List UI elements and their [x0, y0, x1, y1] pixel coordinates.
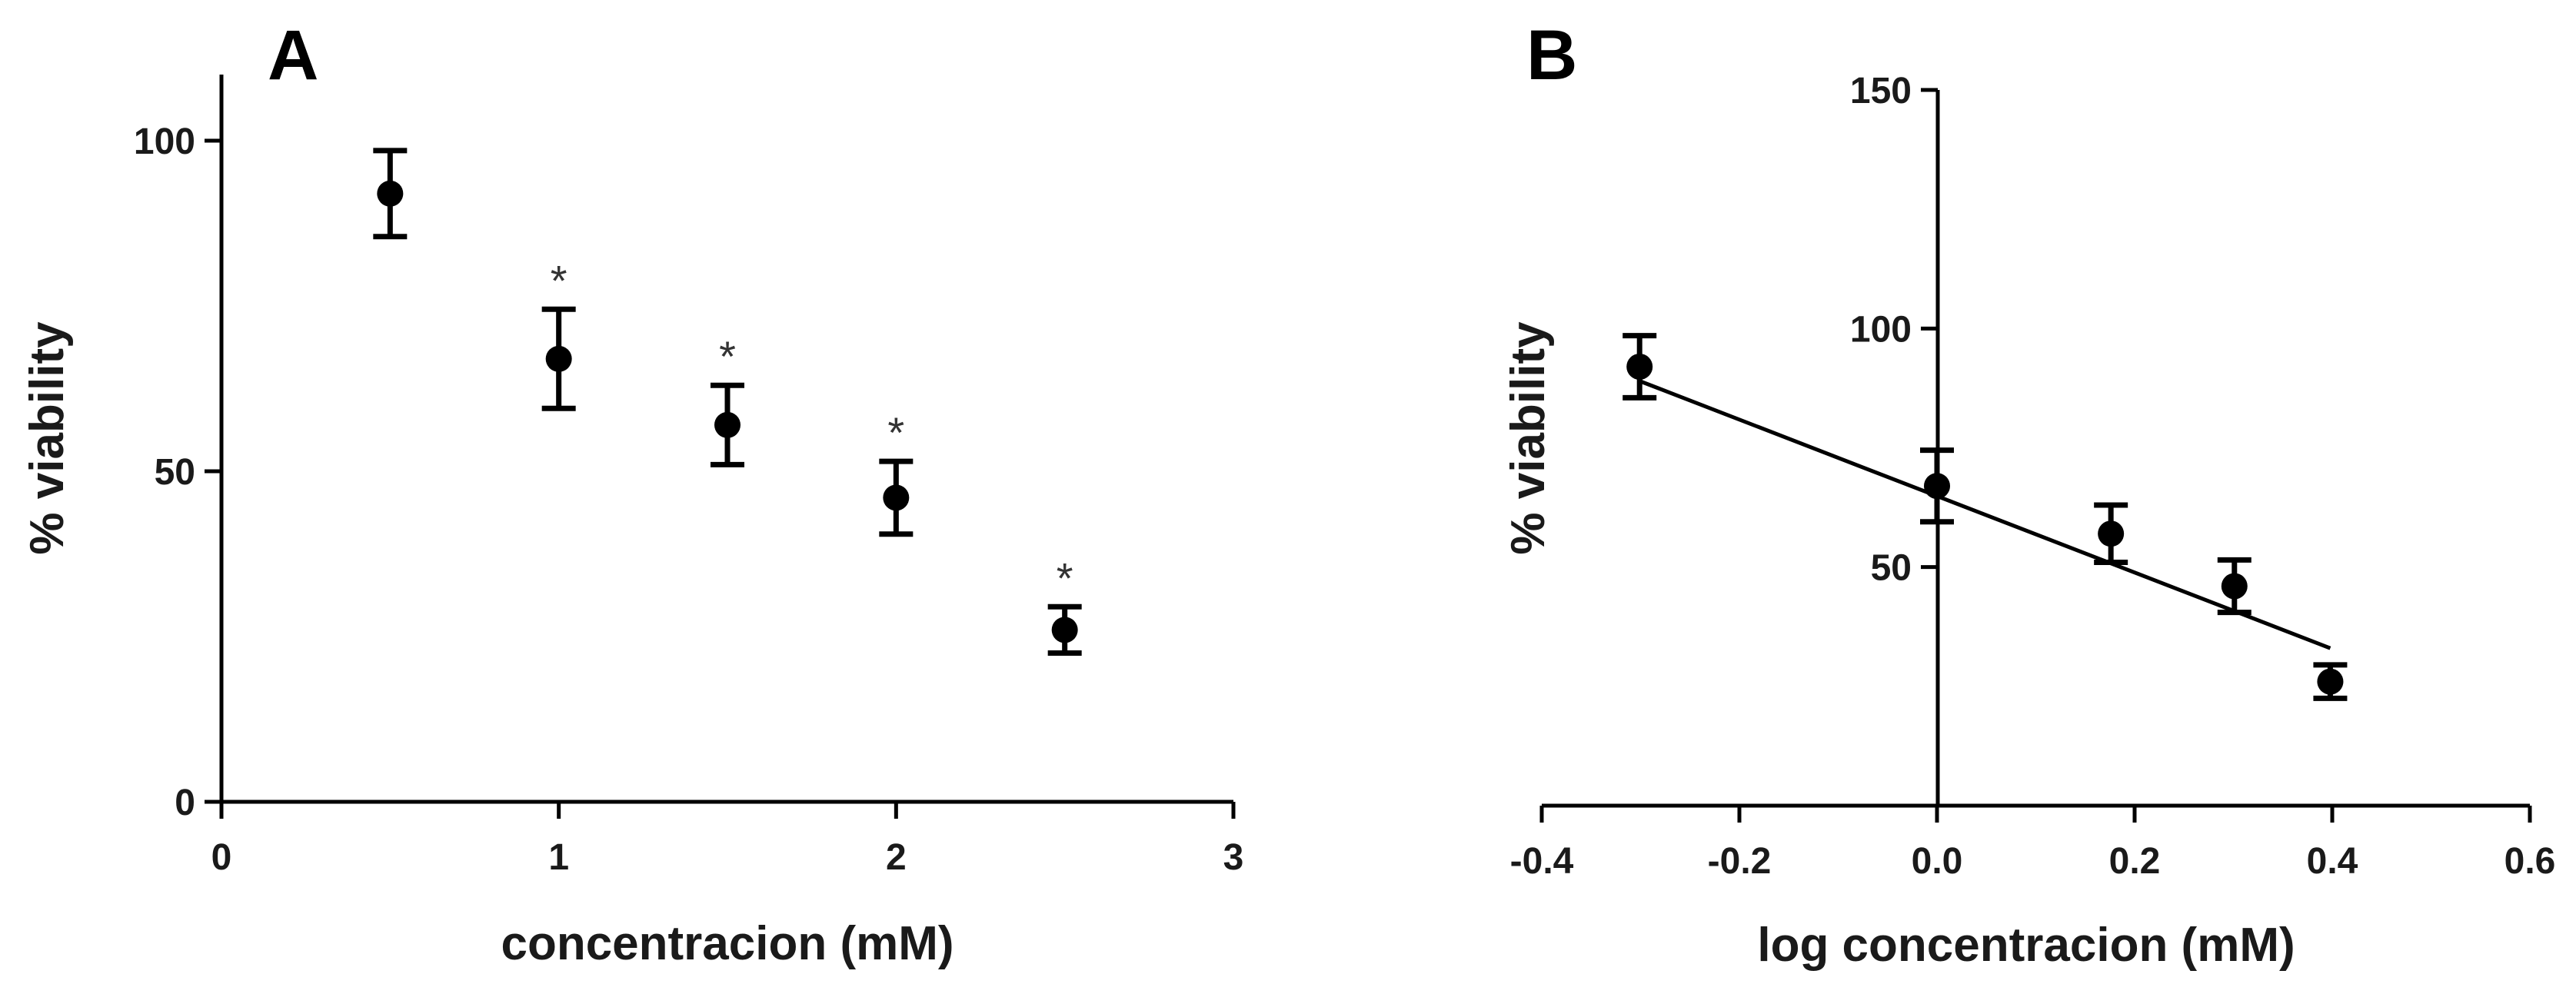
panel-a-y-label: % viability: [21, 321, 74, 555]
panel-b-x-tick-label: 0.2: [2109, 841, 2161, 882]
panel-a-x-tick-label: 1: [548, 837, 569, 878]
panel-a-data-point: [545, 345, 572, 372]
panel-b-x-label: log concentracion (mM): [1757, 919, 2295, 972]
panel-b-letter: B: [1526, 16, 1577, 95]
panel-b-x-tick-label: 0.6: [2504, 841, 2556, 882]
panel-b-chart: B -0.4 -0.2 0.0 0.2 0.4 0.6 50 100 150 log conc…: [1502, 16, 2555, 972]
panel-a-chart: A 0 1 2 3 0 50 100 * * * * concentracion (mM) % …: [21, 16, 1243, 970]
panel-a-significance-star: *: [551, 256, 567, 304]
panel-b-y-tick-label: 100: [1850, 309, 1912, 350]
panel-a-significance-star: *: [887, 408, 904, 457]
panel-a-y-tick-label: 100: [134, 121, 195, 162]
panel-b-fit-line: [1639, 379, 2331, 650]
panel-b-x-tick-label: -0.4: [1510, 841, 1574, 882]
panel-a-data-point: [714, 411, 741, 438]
panel-b-x-tick-label: -0.2: [1708, 841, 1772, 882]
panel-b-y-label: % viability: [1502, 321, 1555, 555]
panel-a-data-point: [377, 180, 404, 207]
panel-b-data-point: [1626, 353, 1653, 380]
panel-a-y-tick-label: 0: [175, 783, 195, 823]
panel-a-x-tick-label: 3: [1223, 837, 1244, 878]
panel-b-y-tick-label: 150: [1850, 71, 1912, 111]
panel-a-data-point: [883, 484, 910, 511]
panel-b-x-tick-label: 0.4: [2307, 841, 2358, 882]
panel-a-x-tick-label: 0: [211, 837, 232, 878]
panel-a-letter: A: [268, 16, 318, 95]
panel-b-data-point: [2098, 520, 2125, 547]
panel-b-y-tick-label: 50: [1871, 548, 1912, 589]
panel-a-x-tick-label: 2: [886, 837, 907, 878]
panel-a-significance-star: *: [1057, 554, 1073, 602]
panel-a-significance-star: *: [719, 332, 736, 381]
panel-b-x-tick-label: 0.0: [1912, 841, 1963, 882]
panel-a-x-label: concentracion (mM): [501, 917, 954, 970]
panel-b-data-point: [2317, 668, 2344, 695]
panel-a-y-tick-label: 50: [155, 452, 195, 493]
panel-b-data-point: [1924, 473, 1950, 500]
panel-a-data-point: [1051, 617, 1078, 643]
panel-b-data-point: [2221, 573, 2248, 600]
